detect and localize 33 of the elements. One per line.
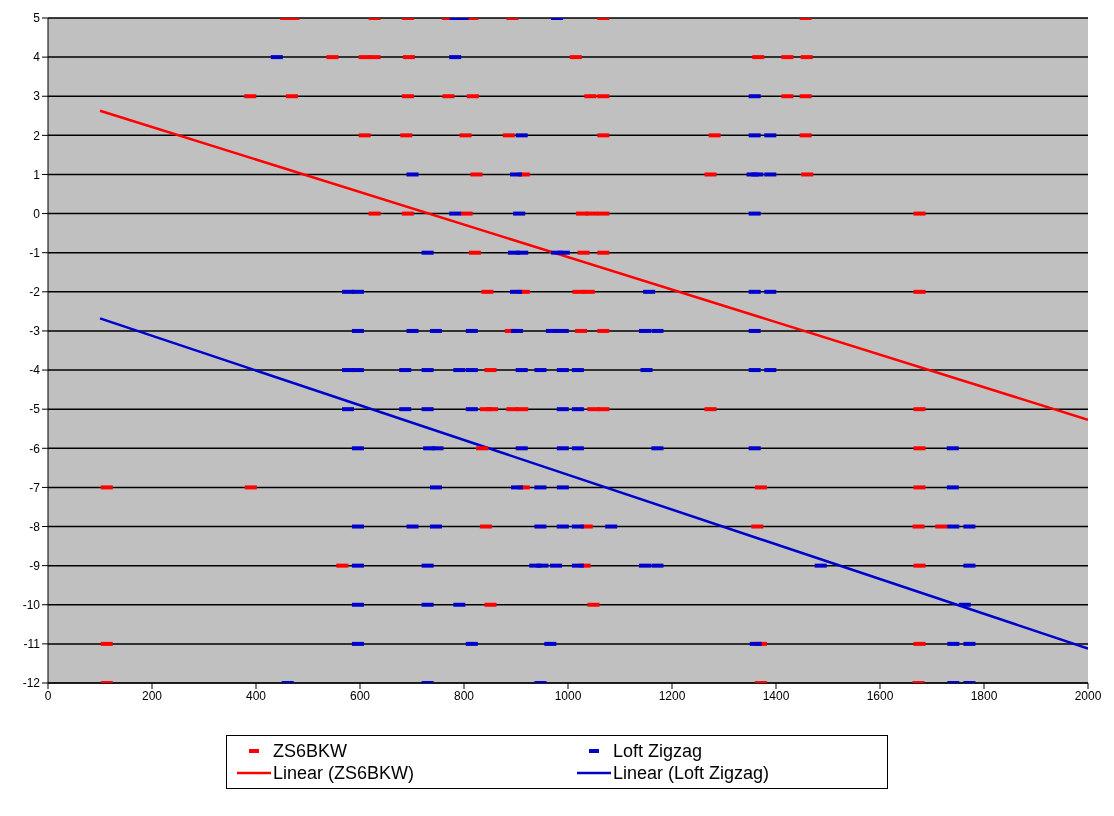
- legend-label: Linear (Loft Zigzag): [613, 762, 770, 784]
- y-tick-label: -8: [29, 519, 41, 534]
- x-tick-label: 1200: [658, 688, 686, 703]
- legend-label: Linear (ZS6BKW): [273, 762, 415, 784]
- y-tick-label: -4: [29, 363, 41, 378]
- legend-label: ZS6BKW: [273, 740, 348, 762]
- legend-label: Loft Zigzag: [613, 740, 703, 762]
- y-tick-label: 3: [33, 89, 41, 104]
- y-tick-label: -12: [22, 676, 41, 691]
- y-tick-label: -1: [29, 245, 41, 260]
- x-tick-label: 600: [349, 688, 371, 703]
- x-tick-label: 1000: [554, 688, 582, 703]
- y-tick-label: 4: [33, 50, 41, 65]
- x-tick-label: 1400: [762, 688, 790, 703]
- y-tick-label: -11: [23, 637, 41, 652]
- y-tick-label: -2: [29, 285, 41, 300]
- y-tick-label: -9: [29, 558, 41, 573]
- y-tick-label: 2: [33, 128, 41, 143]
- x-tick-label: 1600: [866, 688, 894, 703]
- y-tick-label: 1: [33, 167, 41, 182]
- y-tick-label: 5: [33, 11, 41, 26]
- y-tick-label: -6: [29, 441, 41, 456]
- x-tick-label: 2000: [1074, 688, 1102, 703]
- y-tick-label: -3: [29, 324, 41, 339]
- y-tick-label: 0: [33, 206, 41, 221]
- x-tick-label: 1800: [970, 688, 998, 703]
- x-tick-label: 400: [245, 688, 267, 703]
- x-tick-label: 0: [44, 688, 52, 703]
- y-tick-label: -10: [22, 598, 41, 613]
- x-tick-label: 200: [141, 688, 163, 703]
- y-tick-label: -7: [29, 480, 41, 495]
- x-tick-label: 800: [453, 688, 475, 703]
- y-tick-label: -5: [29, 402, 41, 417]
